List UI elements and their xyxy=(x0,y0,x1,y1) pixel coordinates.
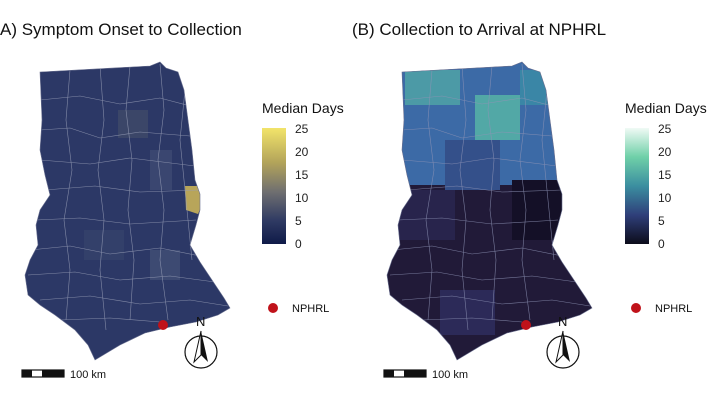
legend-b-lab-marker xyxy=(631,303,641,313)
legend-b-tick: 20 xyxy=(658,145,672,159)
panel-a-title: A) Symptom Onset to Collection xyxy=(0,20,242,39)
legend-b-lab-label: NPHRL xyxy=(655,303,692,315)
panel-a-map xyxy=(24,61,231,361)
legend-a-colorbar xyxy=(262,128,286,244)
legend-a-tick: 25 xyxy=(295,122,309,136)
legend-a-tick: 5 xyxy=(295,214,302,228)
high-delay-district xyxy=(185,186,204,214)
legend-b-tick: 0 xyxy=(658,237,665,251)
legend-a-lab-marker xyxy=(268,303,278,313)
legend-b-title: Median Days xyxy=(625,100,707,116)
legend-a-title: Median Days xyxy=(262,100,344,116)
legend-a-tick: 10 xyxy=(295,191,309,205)
panel-a-legend: Median Days 25 20 15 10 5 0 NPHRL xyxy=(262,100,344,315)
scale-bar-a: 100 km xyxy=(21,369,106,381)
legend-b-tick: 15 xyxy=(658,168,672,182)
legend-b-colorbar xyxy=(625,128,649,244)
nphrl-marker-b xyxy=(521,320,531,330)
panel-a-districts xyxy=(27,63,229,331)
nphrl-marker-a xyxy=(158,320,168,330)
legend-a-tick: 15 xyxy=(295,168,309,182)
panel-b-map xyxy=(386,61,593,361)
north-label-a: N xyxy=(196,314,205,329)
scale-label-b: 100 km xyxy=(432,369,468,381)
panel-b-districts xyxy=(389,62,591,335)
north-label-b: N xyxy=(558,314,567,329)
legend-b-tick: 25 xyxy=(658,122,672,136)
legend-b-tick: 10 xyxy=(658,191,672,205)
legend-a-tick: 0 xyxy=(295,237,302,251)
legend-a-lab-label: NPHRL xyxy=(292,303,329,315)
scale-bar-b: 100 km xyxy=(383,369,468,381)
panel-b-title: (B) Collection to Arrival at NPHRL xyxy=(352,20,607,39)
scale-label-a: 100 km xyxy=(70,369,106,381)
panel-b-legend: Median Days 25 20 15 10 5 0 NPHRL xyxy=(625,100,707,315)
legend-b-tick: 5 xyxy=(658,214,665,228)
legend-a-tick: 20 xyxy=(295,145,309,159)
north-arrow-b: N xyxy=(546,314,580,369)
north-arrow-a: N xyxy=(184,314,218,369)
